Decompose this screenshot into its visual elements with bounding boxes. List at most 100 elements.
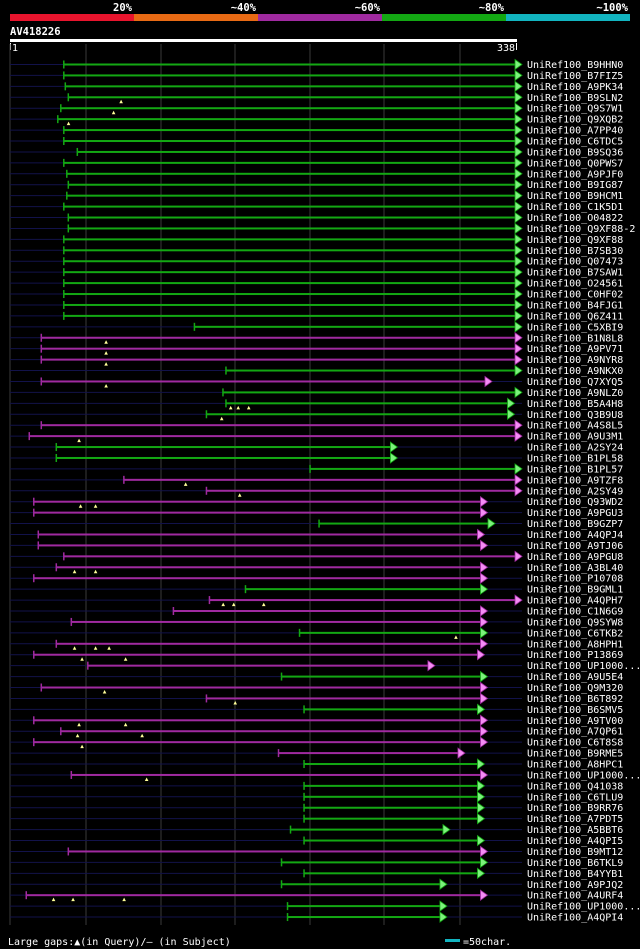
hit-bar [64, 249, 517, 252]
hit-arrowhead [514, 310, 523, 322]
hit-row: UniRef100_B9RR76 [10, 801, 623, 814]
query-gap-marker [228, 405, 233, 410]
query-gap-marker [237, 493, 242, 497]
footer-scale-legend: =50char. [463, 937, 511, 948]
hit-label: UniRef100_B6TKL9 [527, 858, 623, 869]
query-gap-marker [123, 657, 128, 661]
hit-start-cap [55, 563, 58, 572]
hit-bar [71, 620, 482, 623]
hit-bar [65, 85, 516, 88]
hit-start-cap [63, 268, 65, 277]
query-gap-marker [77, 722, 81, 727]
hit-bar [64, 238, 517, 241]
hit-arrowhead [480, 769, 489, 781]
hit-label: UniRef100_A7QP61 [527, 727, 623, 738]
hit-arrowhead [477, 867, 486, 880]
hit-row: UniRef100_B9MT12 [10, 845, 623, 858]
hit-bar [299, 631, 482, 634]
hit-bar [304, 708, 479, 711]
hit-label: UniRef100_A4URF4 [527, 891, 623, 902]
hit-label: UniRef100_C6TKB2 [527, 628, 623, 639]
hit-start-cap [33, 738, 35, 747]
hit-label: UniRef100_A4S8L5 [527, 421, 623, 432]
query-gap-marker [104, 362, 108, 366]
hit-row: UniRef100_Q93WD2 [10, 495, 623, 508]
hit-start-cap [63, 311, 65, 320]
hit-arrowhead [514, 288, 523, 300]
hit-arrowhead [477, 648, 486, 661]
query-gap-marker [111, 110, 116, 115]
query-end-tick [516, 43, 517, 50]
hit-start-cap [33, 650, 35, 659]
hit-start-cap [63, 126, 65, 135]
hit-start-cap [298, 628, 301, 637]
hit-bar [304, 806, 479, 809]
hit-bar [209, 599, 516, 602]
hit-label: UniRef100_A4QPI4 [527, 913, 623, 924]
hit-row: UniRef100_B6T892 [10, 692, 623, 705]
hit-bar [67, 172, 516, 175]
hit-row: UniRef100_C6TKB2 [10, 627, 623, 639]
hit-label: UniRef100_A4QPI5 [527, 836, 623, 847]
hit-bar [58, 118, 516, 121]
hit-bar [64, 555, 517, 558]
hit-bar [68, 227, 516, 230]
hit-arrowhead [480, 856, 489, 869]
hit-arrowhead [514, 102, 523, 114]
hit-bar [67, 194, 516, 197]
hit-row: UniRef100_Q6Z411 [10, 310, 623, 322]
hit-arrowhead [514, 321, 523, 333]
hit-label: UniRef100_B1N8L8 [527, 333, 623, 344]
hit-arrowhead [477, 758, 486, 770]
hit-label: UniRef100_A9TZF8 [527, 475, 623, 486]
hit-start-cap [63, 60, 65, 69]
hit-arrowhead [480, 889, 489, 901]
hit-arrowhead [480, 616, 489, 628]
scale-label: 20% [113, 2, 133, 14]
hit-arrowhead [477, 834, 486, 847]
hit-start-cap [40, 333, 43, 342]
hit-start-cap [25, 891, 28, 900]
hit-arrowhead [514, 331, 523, 344]
query-gap-marker [93, 646, 98, 650]
hit-arrowhead [477, 801, 486, 814]
hit-label: UniRef100_B5A4H8 [527, 399, 623, 410]
hit-bar [41, 358, 516, 361]
hit-row: UniRef100_B4FJG1 [10, 299, 623, 311]
hit-arrowhead [514, 178, 523, 191]
hit-bar [61, 107, 516, 110]
hit-row: UniRef100_A9PK34 [10, 80, 623, 93]
query-gap-marker [77, 438, 81, 443]
query-gap-marker [219, 416, 224, 421]
hit-arrowhead [514, 430, 523, 442]
query-id-label: AV418226 [10, 26, 61, 38]
hit-bar [41, 347, 516, 350]
hit-bar [41, 336, 516, 339]
hit-bar [64, 314, 517, 317]
hit-row: UniRef100_A9NLZ0 [10, 386, 623, 399]
query-gap-marker [119, 99, 123, 104]
hit-label: UniRef100_Q9XQB2 [527, 115, 623, 126]
hit-arrowhead [477, 528, 486, 541]
hit-row: UniRef100_A9NKX0 [10, 364, 623, 377]
hit-bar [68, 183, 516, 186]
hit-start-cap [303, 869, 305, 878]
hit-bar [281, 883, 441, 886]
hit-label: UniRef100_Q9S7W1 [527, 104, 623, 115]
hit-arrowhead [427, 659, 436, 672]
hit-label: UniRef100_A9PJF0 [527, 169, 623, 180]
hit-bar [319, 522, 489, 525]
hit-arrowhead [480, 638, 489, 650]
hit-start-cap [318, 519, 320, 528]
hit-bar [64, 271, 517, 274]
hit-start-cap [280, 672, 283, 681]
hit-start-cap [63, 290, 65, 299]
hit-label: UniRef100_A2SY24 [527, 443, 623, 454]
hit-bar [278, 752, 459, 755]
hit-start-cap [205, 410, 208, 419]
hit-start-cap [222, 388, 224, 397]
hit-arrowhead [487, 517, 496, 530]
hit-row: UniRef100_A9PJQ2 [10, 878, 623, 891]
hit-start-cap [67, 213, 70, 222]
hit-bar [56, 456, 392, 459]
